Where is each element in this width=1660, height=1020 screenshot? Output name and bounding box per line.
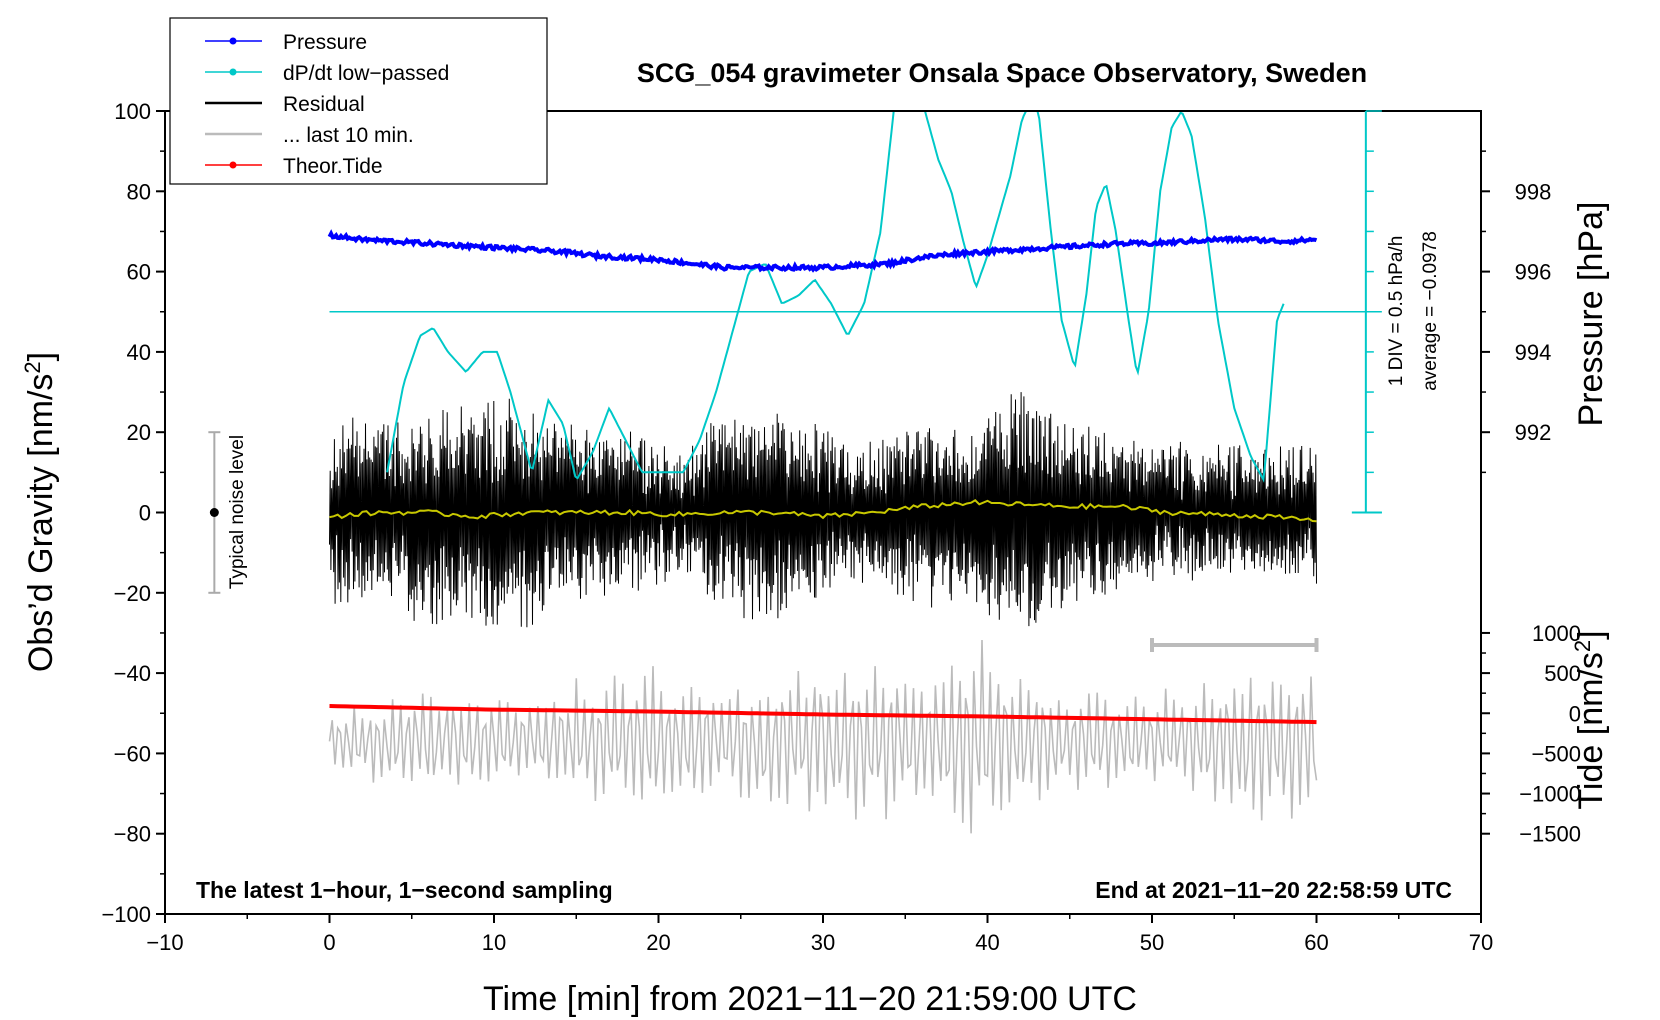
tide-tick-label: 1000	[1532, 621, 1581, 646]
y-axis-pressure: 998 996 994 992	[1481, 150, 1552, 474]
y-tick-label: 0	[139, 501, 151, 526]
legend-entry-label: Residual	[283, 93, 365, 116]
dpdt-average-label: average = −0.0978	[1420, 231, 1441, 391]
x-tick-label: 0	[323, 930, 335, 955]
legend-entry-label: Pressure	[283, 31, 367, 54]
y-tick-label: −20	[114, 581, 151, 606]
y-tick-label: 20	[127, 420, 151, 445]
legend-entry-label: Theor.Tide	[283, 155, 383, 178]
pressure-tick-label: 994	[1515, 340, 1552, 365]
x-tick-label: 60	[1304, 930, 1328, 955]
y-tick-label: −40	[114, 661, 151, 686]
noise-level-bar	[208, 431, 221, 594]
x-tick-label: 10	[482, 930, 506, 955]
x-axis-title: Time [min] from 2021−11−20 21:59:00 UTC	[483, 980, 1137, 1018]
y-tick-label: 80	[127, 179, 151, 204]
x-tick-label: 40	[975, 930, 999, 955]
x-tick-label: 50	[1140, 930, 1164, 955]
tide-tick-label: −1500	[1519, 822, 1581, 847]
y-axis-gravity: 100 80 60 40 20 0 −20 −40 −60 −80 −100	[101, 99, 165, 927]
y-tick-label: −100	[101, 902, 151, 927]
y-tick-label: 100	[114, 99, 151, 124]
y-axis-title-tide-main: Tide [nm/s	[1572, 652, 1610, 809]
series-last10min-line	[328, 639, 1318, 834]
last-10-min-marker	[1150, 637, 1319, 652]
tide-tick-label: −500	[1531, 741, 1581, 766]
y-axis-title-pressure: Pressure [hPa]	[1572, 202, 1610, 427]
series-residual-line	[329, 392, 1317, 628]
y-tick-label: 40	[127, 340, 151, 365]
plot-area	[327, 111, 1366, 834]
y-axis-tide: 1000 500 0 −500 −1000 −1500	[1481, 621, 1581, 847]
x-axis: −10 0 10 20 30 40 50 60 70	[146, 914, 1493, 955]
annotation-bottom-left: The latest 1−hour, 1−second sampling	[196, 877, 613, 903]
y-axis-title-gravity-sup: 2	[20, 361, 45, 373]
y-axis-title-tide-sup: 2	[1570, 640, 1595, 652]
chart-title: SCG_054 gravimeter Onsala Space Observat…	[637, 58, 1367, 88]
pressure-tick-label: 998	[1515, 179, 1552, 204]
series-dpdt-line	[386, 111, 1285, 483]
y-axis-title-tide-tail: ]	[1572, 630, 1610, 639]
legend-entry-label: ... last 10 min.	[283, 124, 414, 147]
tide-tick-label: 500	[1544, 661, 1581, 686]
series-residual-smoothed-line	[329, 499, 1317, 523]
x-tick-label: 20	[646, 930, 670, 955]
dpdt-scale-bar	[1351, 110, 1382, 514]
legend: Pressure dP/dt low−passed Residual ... last…	[169, 17, 548, 185]
noise-bar-center-dot	[209, 508, 219, 517]
y-axis-title-tide: Tide [nm/s2]	[1570, 630, 1610, 809]
series-pressure-line	[327, 229, 1318, 273]
y-tick-label: −60	[114, 741, 151, 766]
legend-entry-label: dP/dt low−passed	[283, 62, 449, 85]
legend-swatch-marker	[229, 161, 237, 169]
dpdt-div-label: 1 DIV = 0.5 hPa/h	[1386, 236, 1407, 387]
x-tick-label: 30	[811, 930, 835, 955]
legend-box	[169, 17, 548, 185]
x-tick-label: 70	[1469, 930, 1493, 955]
pressure-tick-label: 992	[1515, 420, 1552, 445]
series-tide-line	[329, 704, 1317, 725]
noise-level-label: Typical noise level	[227, 435, 248, 589]
tide-tick-label: 0	[1569, 701, 1581, 726]
y-axis-title-gravity: Obs’d Gravity [nm/s2]	[20, 352, 60, 672]
tide-tick-label: −1000	[1519, 782, 1581, 807]
x-tick-label: −10	[146, 930, 183, 955]
legend-swatch-marker	[229, 37, 237, 45]
y-tick-label: 60	[127, 260, 151, 285]
y-axis-title-gravity-tail: ]	[22, 352, 60, 361]
y-tick-label: −80	[114, 822, 151, 847]
pressure-tick-label: 996	[1515, 260, 1552, 285]
annotation-bottom-right: End at 2021−11−20 22:58:59 UTC	[1095, 877, 1452, 903]
y-axis-title-gravity-main: Obs’d Gravity [nm/s	[22, 374, 60, 673]
legend-swatch-marker	[229, 68, 237, 76]
